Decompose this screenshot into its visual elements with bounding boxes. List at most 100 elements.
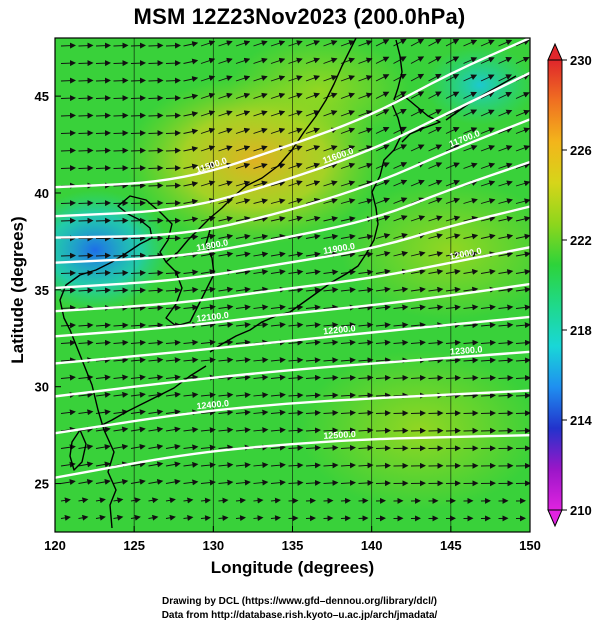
wind-vector	[60, 200, 76, 207]
wind-vector	[130, 514, 141, 521]
wind-vector	[113, 269, 129, 276]
wind-vector	[515, 286, 530, 293]
wind-vector	[428, 268, 444, 275]
wind-vector	[393, 410, 409, 417]
contour-line-11800.0	[55, 160, 530, 264]
wind-vector	[270, 180, 286, 187]
wind-vector	[60, 479, 76, 486]
wind-vector	[235, 427, 251, 434]
wind-vector	[130, 165, 146, 172]
wind-vector	[375, 462, 391, 469]
wind-vector	[305, 57, 321, 64]
y-axis-label: Latitude (degrees)	[8, 216, 27, 364]
wind-vector	[165, 42, 181, 49]
wind-vector	[130, 426, 146, 433]
wind-vector	[113, 95, 129, 102]
wind-vector	[183, 374, 199, 381]
wind-vector	[498, 233, 514, 240]
wind-vector	[235, 145, 251, 152]
wind-vector	[183, 269, 199, 276]
wind-vector	[78, 461, 94, 468]
wind-vector	[218, 216, 234, 222]
wind-vector	[323, 427, 339, 434]
wind-vector	[235, 497, 246, 504]
wind-vector	[235, 339, 251, 346]
wind-vector	[218, 444, 234, 451]
wind-vector	[323, 374, 339, 381]
wind-vector	[375, 410, 391, 417]
wind-vector	[323, 40, 338, 47]
wind-vector	[218, 392, 234, 399]
wind-vector	[305, 357, 321, 364]
wind-vector	[305, 304, 321, 311]
x-tick-label-150: 150	[519, 538, 541, 553]
wind-vector	[78, 374, 94, 381]
wind-vector	[253, 286, 269, 293]
wind-vector	[148, 147, 164, 154]
wind-vector	[270, 233, 286, 240]
wind-vector	[358, 75, 373, 82]
wind-vector	[95, 287, 111, 294]
wind-vector	[218, 427, 234, 434]
wind-vector	[270, 497, 281, 504]
wind-vector	[340, 479, 356, 486]
wind-vector	[60, 497, 71, 504]
wind-vector	[288, 322, 304, 329]
wind-vector	[445, 109, 460, 117]
wind-vector	[393, 304, 409, 311]
wind-vector	[445, 127, 460, 134]
wind-vector	[305, 110, 321, 117]
wind-vector	[165, 374, 181, 381]
wind-vector	[358, 180, 373, 187]
wind-vector	[515, 39, 530, 47]
wind-vector	[148, 269, 164, 276]
wind-vector	[305, 197, 321, 204]
wind-vector	[305, 286, 321, 293]
wind-vector	[288, 110, 303, 117]
wind-vector	[270, 409, 286, 416]
wind-vector	[410, 410, 426, 417]
wind-vector	[410, 268, 426, 275]
wind-vector	[95, 95, 111, 102]
wind-vector	[218, 321, 234, 328]
wind-vector	[78, 42, 94, 49]
wind-vector	[165, 357, 181, 364]
wind-vector	[148, 130, 164, 137]
wind-vector	[375, 91, 390, 99]
wind-vector	[235, 127, 251, 134]
wind-vector	[270, 479, 286, 486]
wind-vector	[235, 479, 251, 486]
wind-vector	[200, 286, 216, 293]
x-axis: 120 125 130 135 140 145 150	[44, 526, 541, 553]
wind-vector	[218, 497, 229, 504]
wind-vector	[463, 357, 479, 364]
colorbar-tick-label-218: 218	[570, 323, 592, 338]
wind-vector	[113, 514, 124, 521]
wind-vector	[498, 198, 513, 205]
wind-vector	[323, 75, 338, 82]
wind-vector	[183, 444, 199, 451]
wind-vector	[375, 357, 391, 364]
wind-vector	[148, 112, 164, 119]
wind-vector	[463, 127, 478, 134]
wind-vector	[235, 251, 251, 258]
wind-vector	[340, 216, 356, 223]
wind-vector	[445, 392, 461, 399]
wind-vector	[428, 357, 444, 364]
wind-vector	[358, 497, 369, 504]
wind-vector	[305, 269, 321, 276]
wind-vector	[305, 409, 321, 416]
wind-vector	[288, 339, 304, 346]
wind-vector	[113, 130, 129, 137]
wind-vector	[375, 74, 390, 82]
wind-vector	[480, 339, 496, 346]
wind-vector	[165, 444, 181, 450]
wind-vector	[113, 112, 129, 119]
wind-vector	[445, 39, 460, 47]
wind-vector	[130, 42, 146, 49]
wind-vector	[480, 127, 495, 134]
wind-vector	[235, 462, 251, 469]
wind-vector	[218, 145, 233, 152]
wind-vector	[358, 92, 373, 99]
wind-vector	[183, 357, 199, 364]
